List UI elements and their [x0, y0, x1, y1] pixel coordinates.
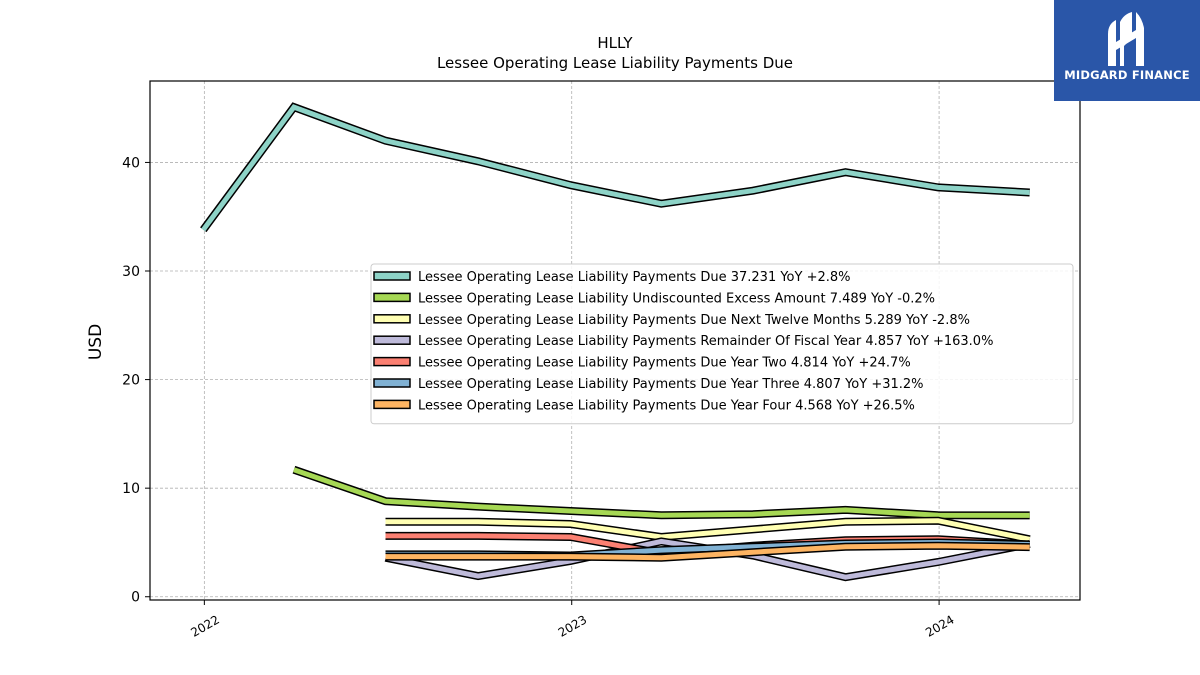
legend-label: Lessee Operating Lease Liability Undisco… — [418, 291, 935, 306]
chart-subtitle: Lessee Operating Lease Liability Payment… — [437, 54, 793, 72]
legend-swatch — [373, 292, 411, 303]
x-tick-label: 2023 — [556, 612, 589, 639]
legend-swatch — [373, 356, 411, 367]
y-tick-label: 40 — [122, 155, 140, 171]
y-tick-label: 20 — [122, 373, 140, 389]
x-tick-label: 2024 — [923, 612, 956, 639]
series-outline-1 — [200, 102, 1030, 233]
legend-label: Lessee Operating Lease Liability Payment… — [418, 377, 924, 392]
series-outline-2 — [292, 465, 1030, 520]
series-line-1 — [201, 104, 1030, 232]
legend-label: Lessee Operating Lease Liability Payment… — [418, 313, 970, 328]
series-line-2 — [293, 467, 1030, 518]
legend-label: Lessee Operating Lease Liability Payment… — [418, 334, 993, 349]
legend-swatch — [373, 335, 411, 345]
legend-box — [370, 263, 1074, 425]
legend-swatch — [373, 399, 411, 410]
legend: Lessee Operating Lease Liability Payment… — [370, 263, 1074, 425]
chart-title: HLLY — [597, 34, 633, 52]
legend-label: Lessee Operating Lease Liability Payment… — [418, 398, 915, 413]
brand-logo: MIDGARD FINANCE — [1054, 0, 1200, 101]
x-tick-label: 2022 — [188, 612, 221, 639]
y-tick-label: 10 — [122, 481, 140, 497]
legend-swatch — [373, 314, 411, 324]
series-line-3 — [385, 518, 1031, 542]
plot-frame — [149, 80, 1081, 601]
legend-swatch — [373, 271, 411, 281]
y-tick-label: 0 — [131, 590, 140, 606]
y-axis-label: USD — [86, 324, 106, 360]
logo-text: MIDGARD FINANCE — [1064, 68, 1190, 82]
midgard-logo-icon — [1108, 12, 1144, 66]
series-lines — [200, 102, 1031, 582]
y-tick-label: 30 — [122, 264, 140, 280]
legend-label: Lessee Operating Lease Liability Payment… — [418, 356, 911, 371]
legend-swatch — [373, 378, 411, 388]
legend-label: Lessee Operating Lease Liability Payment… — [418, 270, 851, 285]
series-line-7 — [385, 543, 1030, 561]
